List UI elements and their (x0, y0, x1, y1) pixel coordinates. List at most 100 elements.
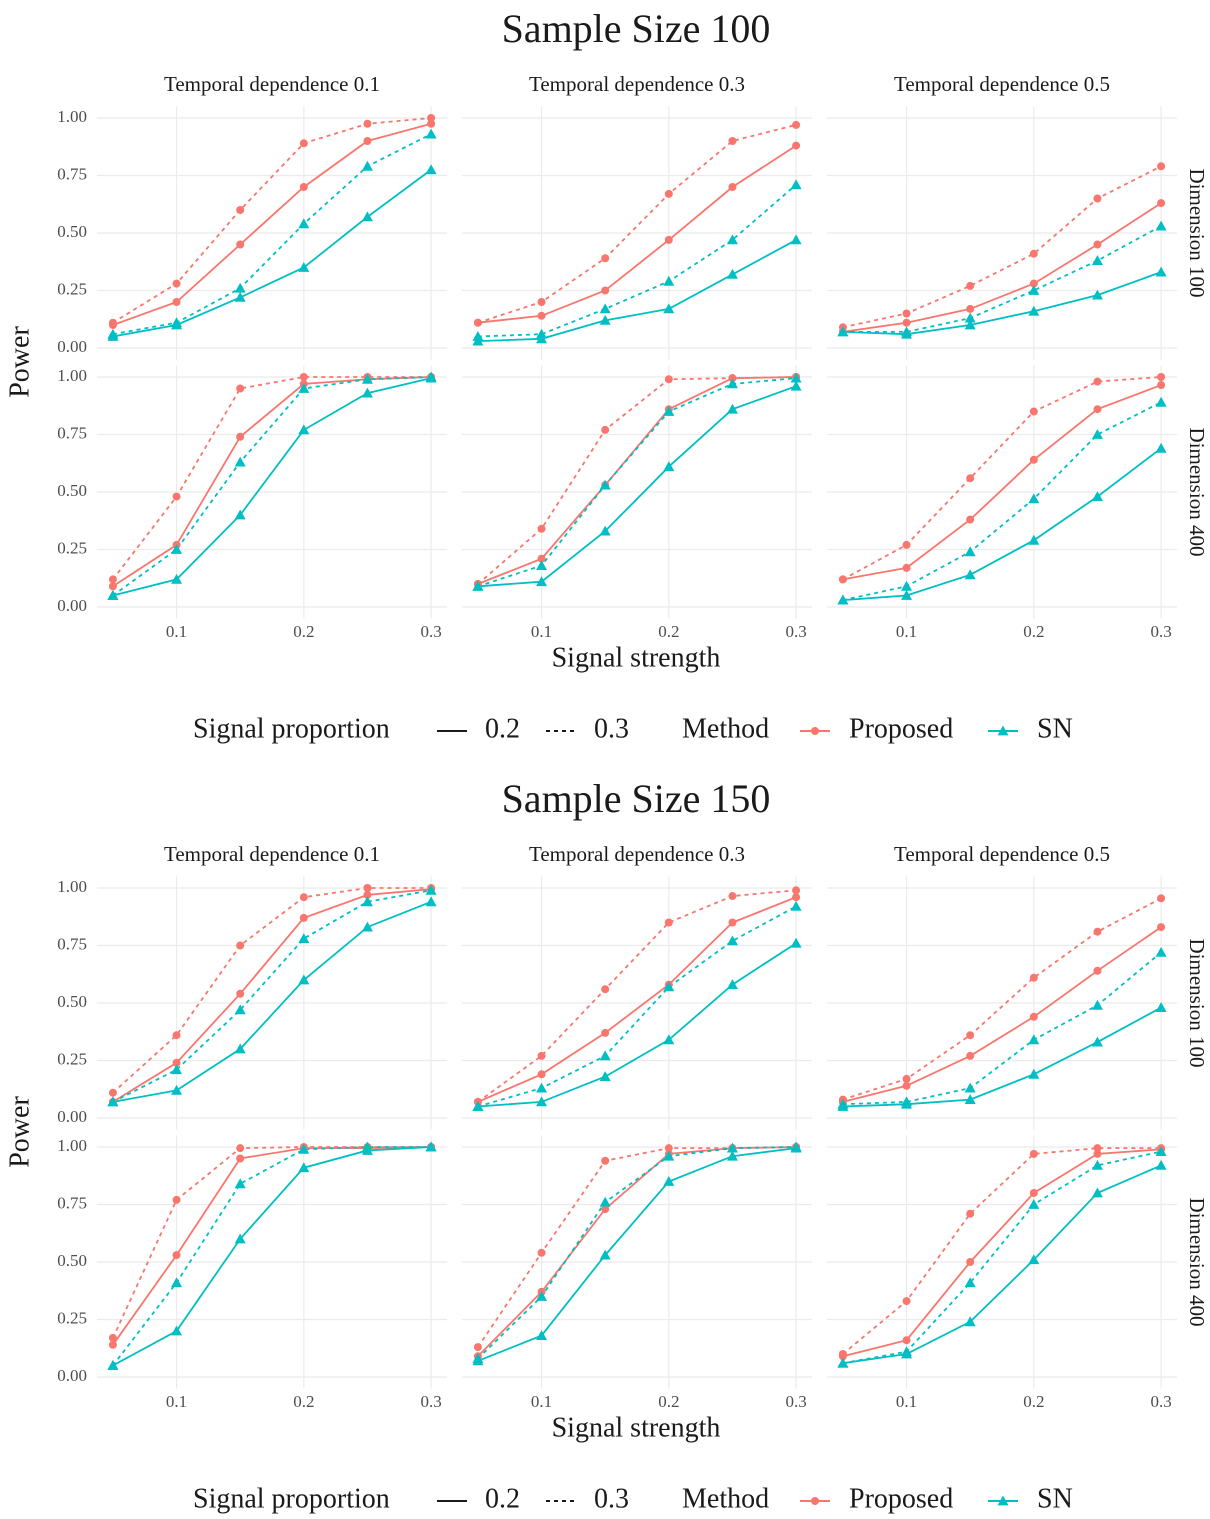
point (1030, 1189, 1038, 1197)
point (966, 1210, 974, 1218)
point (173, 493, 181, 501)
point (173, 1251, 181, 1259)
point (109, 1334, 117, 1342)
point (472, 1353, 483, 1363)
point (663, 1176, 674, 1186)
series-line (478, 386, 796, 586)
series-line (843, 1165, 1161, 1363)
point (1156, 221, 1167, 231)
series-line (478, 146, 796, 323)
x-tick-label: 0.2 (658, 1392, 679, 1411)
panel (827, 107, 1177, 360)
point (1157, 894, 1165, 902)
series-line (843, 927, 1161, 1102)
series-line (113, 1147, 431, 1345)
point (811, 727, 819, 735)
point (171, 1277, 182, 1287)
y-tick-label: 0.25 (57, 1049, 87, 1068)
point (1157, 373, 1165, 381)
point (1028, 1069, 1039, 1079)
legend-title: Signal proportion (193, 1483, 390, 1514)
x-tick-label: 0.1 (166, 622, 187, 641)
point (966, 516, 974, 524)
point (791, 938, 802, 948)
strip-label: Dimension 400 (1185, 428, 1209, 557)
y-axis-title: Power (4, 1096, 35, 1168)
y-tick-label: 1.00 (57, 366, 87, 385)
y-tick-label: 0.75 (57, 1193, 87, 1212)
panel (827, 877, 1177, 1130)
series-line (113, 170, 431, 337)
point (363, 884, 371, 892)
point (601, 426, 609, 434)
point (601, 1157, 609, 1165)
point (236, 1155, 244, 1163)
point (235, 292, 246, 302)
point (903, 310, 911, 318)
x-tick-label: 0.2 (1023, 622, 1044, 641)
series-line (478, 890, 796, 1102)
point (426, 164, 437, 174)
series-line (478, 897, 796, 1102)
point (1092, 255, 1103, 265)
point (1030, 250, 1038, 258)
point (839, 1350, 847, 1358)
point (665, 190, 673, 198)
point (173, 1031, 181, 1039)
strip-label: Dimension 400 (1185, 1198, 1209, 1327)
x-tick-label: 0.3 (420, 622, 441, 641)
strip-label: Temporal dependence 0.5 (894, 72, 1110, 96)
point (792, 142, 800, 150)
series-line (478, 377, 796, 584)
y-tick-label: 0.00 (57, 1107, 87, 1126)
series-line (478, 185, 796, 337)
point (727, 979, 738, 989)
point (600, 1050, 611, 1060)
point (903, 1075, 911, 1083)
x-tick-label: 0.2 (658, 622, 679, 641)
point (1157, 162, 1165, 170)
series-line (113, 888, 431, 1093)
y-tick-label: 0.00 (57, 337, 87, 356)
point (600, 1071, 611, 1081)
y-tick-label: 0.50 (57, 992, 87, 1011)
point (1156, 397, 1167, 407)
point (300, 373, 308, 381)
point (173, 1196, 181, 1204)
x-tick-label: 0.3 (1150, 1392, 1171, 1411)
point (171, 1085, 182, 1095)
legend-label: 0.3 (594, 713, 629, 744)
point (538, 525, 546, 533)
point (965, 569, 976, 579)
series-line (478, 377, 796, 584)
point (728, 183, 736, 191)
point (791, 901, 802, 911)
x-tick-label: 0.1 (166, 1392, 187, 1411)
y-tick-label: 0.50 (57, 1251, 87, 1270)
point (173, 280, 181, 288)
point (474, 1343, 482, 1351)
point (903, 541, 911, 549)
series-line (843, 1008, 1161, 1107)
x-tick-label: 0.1 (531, 1392, 552, 1411)
point (1157, 381, 1165, 389)
point (1157, 923, 1165, 931)
point (965, 1083, 976, 1093)
x-tick-label: 0.2 (293, 1392, 314, 1411)
series-line (113, 377, 431, 586)
series-line (843, 385, 1161, 579)
point (109, 1341, 117, 1349)
point (663, 1151, 674, 1161)
series-line (113, 1147, 431, 1366)
strip-label: Dimension 100 (1185, 169, 1209, 298)
point (663, 276, 674, 286)
point (1093, 195, 1101, 203)
point (792, 893, 800, 901)
point (536, 1083, 547, 1093)
panel (462, 107, 812, 360)
point (728, 892, 736, 900)
series-line (843, 203, 1161, 332)
point (474, 319, 482, 327)
point (839, 575, 847, 583)
legend-title: Signal proportion (193, 713, 390, 744)
